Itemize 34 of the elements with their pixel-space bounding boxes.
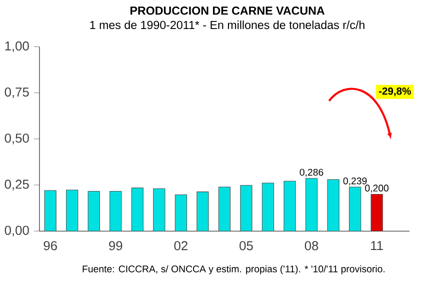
bar: [66, 190, 78, 232]
source-note: Fuente: CICCRA, s/ ONCCA y estim. propias ('11). * '10/'11 provisorio.: [82, 265, 385, 274]
bar: [153, 188, 166, 232]
chart-title: PRODUCCION DE CARNE VACUNA: [130, 6, 325, 15]
bar: [131, 188, 144, 232]
x-tick-label: 99: [109, 240, 122, 250]
bar: [88, 190, 100, 232]
bar: [327, 179, 340, 232]
data-label: 0,286: [300, 168, 324, 177]
annotation: -29,8%: [378, 87, 411, 96]
y-tick-label: 1,00: [5, 41, 29, 52]
bar: [348, 186, 362, 232]
bar: [370, 194, 383, 232]
x-tick-label: 08: [304, 240, 318, 250]
data-label: 0,239: [343, 177, 367, 186]
y-tick-label: 0,25: [4, 180, 29, 190]
bar: [240, 184, 252, 232]
x-tick-label: 02: [174, 240, 188, 250]
x-tick-label: 11: [371, 240, 383, 250]
y-tick-label: 0,75: [4, 87, 29, 98]
bar: [305, 178, 318, 232]
x-tick-label: 96: [44, 240, 57, 250]
bar: [196, 191, 209, 232]
data-label: 0,200: [365, 184, 389, 192]
bar: [174, 194, 187, 232]
y-tick-label: 0,50: [4, 133, 29, 144]
bar: [44, 190, 56, 232]
bar: [262, 182, 274, 232]
y-tick-label: 0,00: [4, 226, 29, 236]
x-tick-label: 05: [240, 240, 253, 250]
chart-subtitle: 1 mes de 1990-2011* - En millones de toneladas r/c/h: [90, 20, 364, 29]
bar: [284, 180, 296, 232]
bar: [110, 190, 122, 232]
bar: [218, 186, 231, 232]
